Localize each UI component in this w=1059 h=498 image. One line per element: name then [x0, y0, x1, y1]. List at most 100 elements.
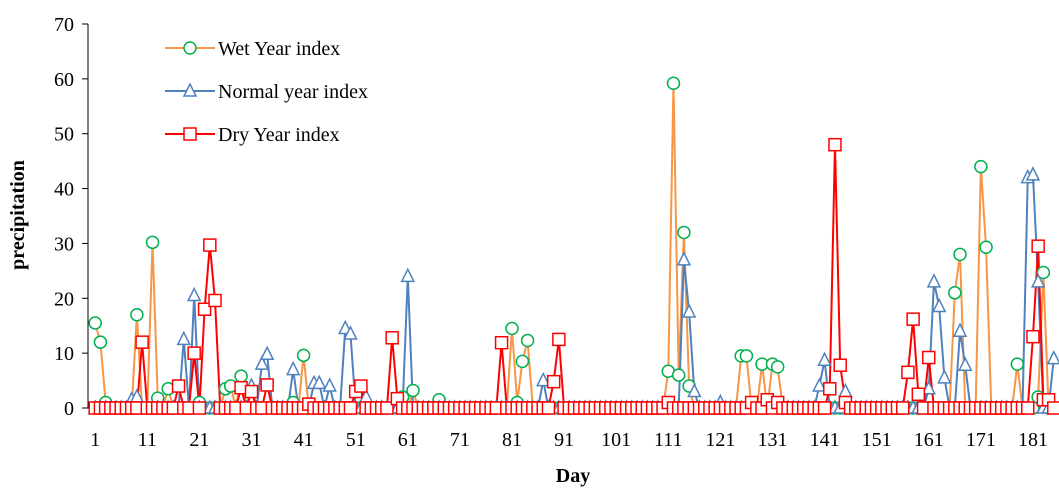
x-tick-label: 181: [1018, 429, 1048, 451]
legend-label: Dry Year index: [218, 124, 340, 146]
marker: [259, 345, 275, 360]
marker: [937, 369, 952, 384]
x-tick-label: 161: [914, 429, 944, 451]
marker: [979, 240, 993, 255]
marker: [953, 247, 967, 262]
marker: [958, 356, 973, 371]
marker: [494, 335, 509, 350]
marker: [380, 401, 394, 415]
x-tick-label: 111: [654, 429, 683, 451]
marker: [739, 349, 754, 363]
y-tick-label: 40: [54, 179, 74, 201]
marker: [552, 332, 566, 347]
marker: [1031, 239, 1045, 253]
y-tick-label: 10: [54, 343, 74, 365]
x-tick-label: 11: [138, 429, 157, 451]
marker: [130, 307, 144, 322]
marker: [520, 333, 535, 348]
marker: [1010, 357, 1025, 371]
marker: [171, 379, 186, 393]
marker: [135, 335, 149, 349]
y-tick-label: 0: [64, 398, 74, 420]
marker: [354, 379, 368, 393]
x-tick-label: 51: [346, 429, 366, 451]
y-tick-label: 30: [54, 233, 74, 255]
marker: [515, 354, 530, 369]
legend-marker: [182, 82, 198, 97]
x-tick-label: 41: [294, 429, 314, 451]
marker: [676, 251, 692, 266]
x-tick-label: 131: [757, 429, 787, 451]
y-tick-label: 60: [54, 69, 74, 91]
marker: [823, 382, 837, 396]
x-tick-label: 91: [554, 429, 574, 451]
marker: [260, 378, 274, 392]
marker: [400, 267, 416, 283]
marker: [922, 350, 936, 365]
marker: [828, 137, 842, 152]
x-tick-label: 121: [705, 429, 735, 451]
legend-label: Wet Year index: [218, 38, 340, 60]
x-tick-label: 71: [450, 429, 470, 451]
marker: [254, 355, 270, 370]
marker: [1036, 265, 1051, 280]
marker: [93, 335, 108, 349]
x-tick-label: 61: [398, 429, 418, 451]
marker: [244, 384, 259, 399]
x-tick-label: 21: [189, 429, 209, 451]
marker: [343, 401, 358, 415]
marker: [906, 312, 920, 326]
x-tick-label: 101: [601, 429, 631, 451]
y-tick-label: 20: [54, 288, 74, 310]
marker: [666, 76, 681, 90]
marker: [1026, 329, 1040, 344]
marker: [176, 330, 191, 346]
marker: [1025, 166, 1041, 181]
marker: [677, 225, 691, 240]
x-tick-label: 151: [862, 429, 892, 451]
x-tick-label: 171: [966, 429, 996, 451]
marker: [817, 401, 832, 415]
marker: [671, 368, 686, 382]
marker: [505, 321, 519, 336]
x-tick-label: 1: [90, 429, 100, 451]
x-tick-label: 81: [502, 429, 522, 451]
marker: [911, 387, 926, 402]
x-tick-label: 31: [242, 429, 262, 451]
marker: [1030, 273, 1046, 288]
marker: [817, 351, 832, 367]
marker: [901, 365, 915, 380]
marker: [208, 293, 222, 308]
y-axis-title: precipitation: [7, 160, 29, 270]
marker: [296, 348, 311, 363]
marker: [88, 316, 102, 330]
x-tick-label: 141: [810, 429, 840, 451]
marker: [921, 380, 936, 395]
marker: [312, 374, 327, 390]
y-tick-label: 50: [54, 124, 74, 146]
marker: [343, 325, 358, 340]
marker: [322, 377, 337, 392]
marker: [974, 159, 988, 174]
marker: [536, 371, 551, 387]
marker: [1020, 401, 1035, 415]
marker: [234, 369, 248, 383]
marker: [285, 360, 301, 376]
marker: [895, 401, 910, 415]
marker: [541, 401, 556, 415]
marker: [812, 377, 827, 392]
marker: [385, 331, 399, 345]
marker: [1047, 401, 1059, 415]
legend-marker: [183, 41, 197, 55]
legend-marker: [183, 127, 197, 141]
marker: [546, 374, 561, 389]
marker: [187, 346, 201, 360]
marker: [203, 238, 217, 252]
marker: [681, 303, 697, 318]
marker: [948, 286, 962, 300]
marker: [1046, 349, 1059, 365]
marker: [197, 302, 212, 317]
marker: [687, 382, 702, 398]
